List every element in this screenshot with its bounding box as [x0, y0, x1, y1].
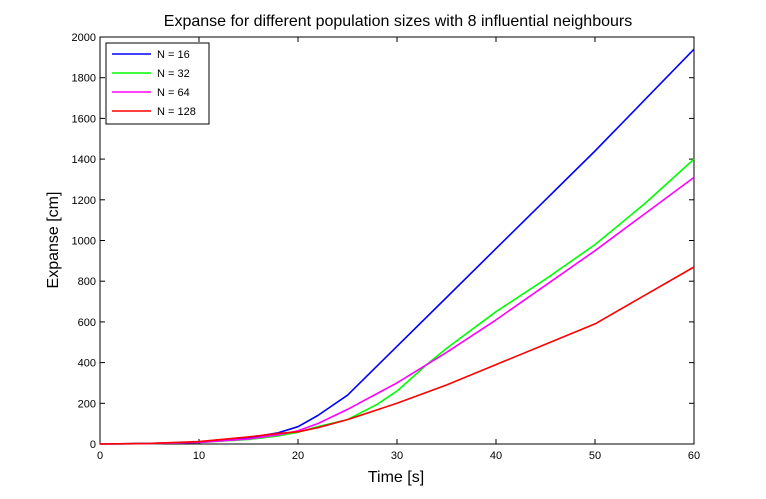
y-tick-label: 2000	[72, 32, 96, 44]
y-tick-label: 1400	[72, 154, 96, 166]
x-tick-label: 30	[391, 450, 403, 462]
y-axis: 0 200 400 600 800 1000 1200 1400 1600 1800 2000	[72, 32, 694, 451]
legend-label: N = 128	[157, 106, 196, 118]
x-tick-label: 60	[688, 450, 700, 462]
chart-title: Expanse for different population sizes w…	[164, 13, 632, 30]
y-tick-label: 1800	[72, 73, 96, 85]
x-tick-label: 40	[490, 450, 502, 462]
y-tick-label: 1200	[72, 195, 96, 207]
x-tick-label: 20	[292, 450, 304, 462]
series-line-4	[99, 266, 695, 445]
y-tick-label: 0	[90, 439, 96, 451]
y-tick-label: 600	[78, 317, 96, 329]
y-tick-label: 200	[78, 398, 96, 410]
x-tick-label: 50	[589, 450, 601, 462]
legend: N = 16 N = 32 N = 64 N = 128	[105, 42, 210, 125]
legend-label: N = 16	[157, 49, 190, 61]
y-tick-label: 400	[78, 358, 96, 370]
series-lines	[99, 48, 695, 445]
x-tick-label: 10	[193, 450, 205, 462]
x-axis-label: Time [s]	[368, 469, 424, 486]
series-line-3	[99, 176, 695, 445]
y-axis-label: Expanse [cm]	[45, 192, 62, 289]
legend-label: N = 32	[157, 68, 190, 80]
x-axis: 0 10 20 30 40 50 60	[97, 37, 700, 462]
y-tick-label: 800	[78, 276, 96, 288]
x-tick-label: 0	[97, 450, 103, 462]
legend-label: N = 64	[157, 87, 190, 99]
y-tick-label: 1600	[72, 113, 96, 125]
y-tick-label: 1000	[72, 236, 96, 248]
